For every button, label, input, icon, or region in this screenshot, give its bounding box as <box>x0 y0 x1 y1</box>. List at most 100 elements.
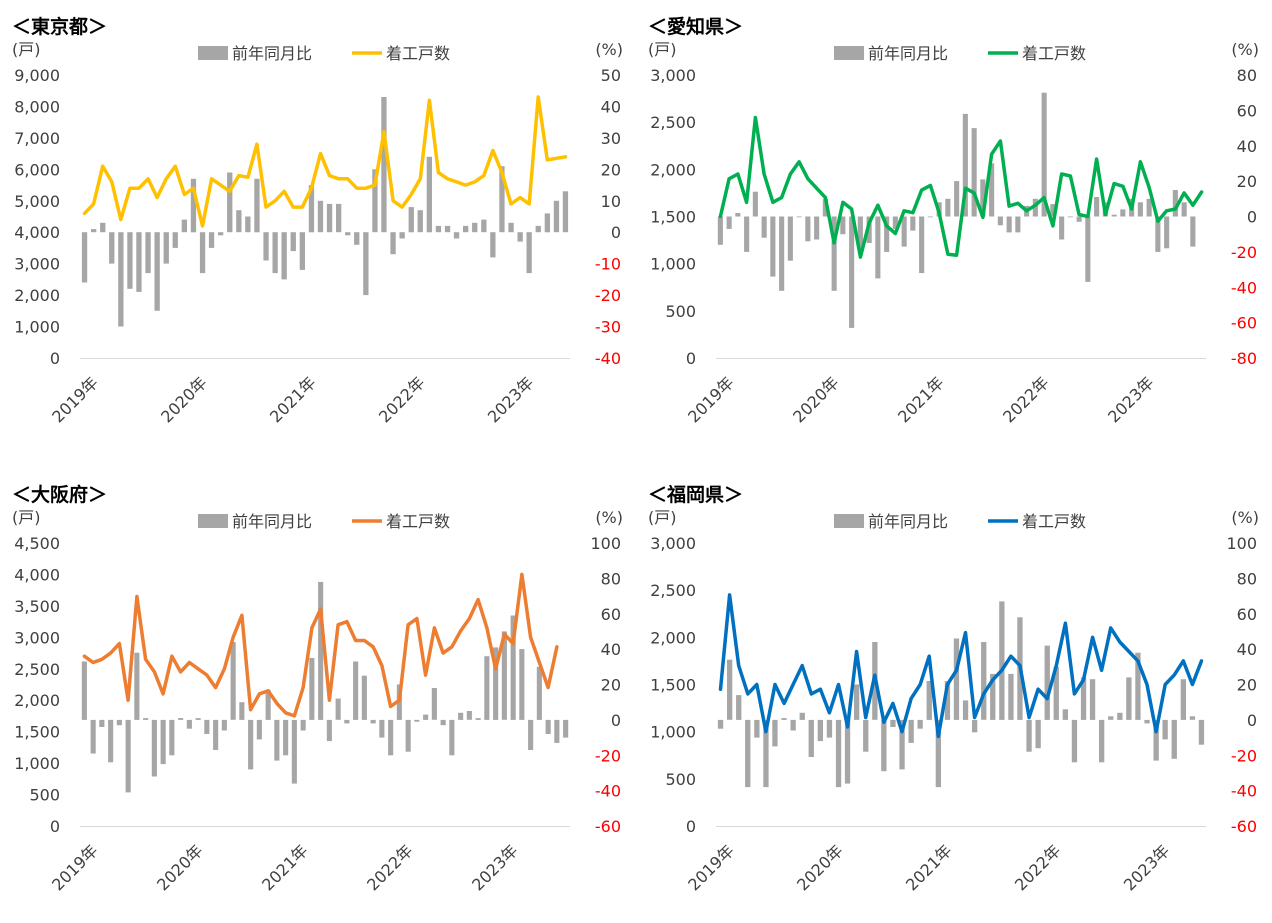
right-tick-label: -40 <box>595 782 621 801</box>
yoy-bar <box>763 719 769 788</box>
yoy-bar <box>440 719 446 726</box>
yoy-bar <box>458 712 464 720</box>
yoy-bar <box>971 128 977 217</box>
yoy-bar <box>1076 216 1082 222</box>
yoy-bar <box>717 719 724 729</box>
yoy-bar <box>508 222 514 233</box>
left-tick-label: 2,500 <box>650 581 696 600</box>
yoy-bar <box>204 719 210 734</box>
right-axis-unit: (%) <box>595 40 623 59</box>
yoy-bar <box>890 719 896 727</box>
yoy-bar <box>145 232 151 274</box>
right-tick-label: 80 <box>1237 569 1257 588</box>
left-tick-label: 3,000 <box>650 534 696 553</box>
yoy-bar <box>127 232 133 289</box>
yoy-bar <box>808 719 814 757</box>
yoy-bar <box>1120 209 1126 217</box>
yoy-bar <box>472 222 478 233</box>
left-tick-label: 9,000 <box>14 66 60 85</box>
legend-bar-label: 前年同月比 <box>868 512 948 531</box>
yoy-bar <box>1137 202 1143 217</box>
x-tick-label: 2022年 <box>1011 841 1065 895</box>
left-tick-label: 4,500 <box>14 534 60 553</box>
yoy-bar <box>99 719 105 727</box>
yoy-bar <box>997 216 1003 226</box>
yoy-bar <box>134 652 140 720</box>
yoy-bar <box>390 232 396 255</box>
yoy-bar <box>208 232 215 248</box>
yoy-bar <box>118 232 124 327</box>
yoy-bar <box>1180 679 1186 720</box>
yoy-bar <box>1089 679 1096 720</box>
yoy-bar <box>143 718 149 720</box>
right-axis-unit: (%) <box>1231 40 1259 59</box>
yoy-bar <box>1050 204 1056 217</box>
yoy-bar <box>1135 652 1141 720</box>
right-tick-label: -60 <box>1231 314 1257 333</box>
yoy-bar <box>528 719 534 750</box>
yoy-bar <box>372 169 378 233</box>
yoy-bar <box>1162 719 1168 740</box>
x-tick-label: 2021年 <box>266 373 320 427</box>
yoy-bar <box>236 210 242 233</box>
left-axis-unit: (戸) <box>12 40 41 59</box>
right-tick-label: -40 <box>595 349 621 368</box>
yoy-bar <box>935 719 941 788</box>
yoy-bar <box>449 719 455 756</box>
yoy-bar <box>318 581 324 720</box>
left-tick-label: 1,500 <box>650 676 696 695</box>
starts-line <box>718 593 1204 739</box>
yoy-bar <box>717 216 723 245</box>
yoy-bar <box>735 213 741 217</box>
yoy-bar <box>221 719 227 731</box>
yoy-bar <box>417 210 423 233</box>
yoy-bar <box>291 719 297 784</box>
legend-line-label: 着工戸数 <box>386 44 450 63</box>
x-tick-label: 2022年 <box>375 373 429 427</box>
yoy-bar <box>195 718 201 720</box>
yoy-bar <box>490 232 496 258</box>
yoy-bar <box>805 216 811 242</box>
yoy-bar <box>752 191 758 217</box>
yoy-bar <box>475 718 481 720</box>
yoy-bar <box>875 216 881 279</box>
yoy-bar <box>917 719 923 729</box>
yoy-bar <box>283 719 289 756</box>
yoy-bar <box>423 714 429 720</box>
yoy-bar <box>1117 712 1123 720</box>
yoy-bar <box>181 219 187 233</box>
chart-title: ＜東京都＞ <box>12 16 108 38</box>
right-tick-label: -60 <box>595 817 621 836</box>
yoy-bar <box>388 719 394 756</box>
left-tick-label: 500 <box>665 302 696 321</box>
left-tick-label: 2,500 <box>650 113 696 132</box>
yoy-bar <box>1071 719 1078 763</box>
yoy-bar <box>736 695 742 720</box>
yoy-bar <box>100 222 106 233</box>
yoy-bar <box>790 719 796 731</box>
x-tick-label: 2019年 <box>684 841 738 895</box>
chart-panel-aichi: ＜愛知県＞ (戸) (%) 前年同月比 着工戸数 0 500 1,000 1,500 2,000… <box>636 0 1272 455</box>
yoy-bar <box>772 719 778 747</box>
right-tick-label: 30 <box>601 129 621 148</box>
yoy-bar <box>1155 216 1161 252</box>
yoy-bar <box>309 658 315 720</box>
yoy-bar <box>1026 719 1032 752</box>
yoy-bar <box>186 719 192 729</box>
yoy-bar <box>1035 719 1041 749</box>
x-tick-label: 2023年 <box>1120 841 1174 895</box>
yoy-bar <box>274 719 280 761</box>
yoy-bar <box>363 232 369 296</box>
yoy-bar <box>1171 719 1177 759</box>
yoy-bar <box>499 166 505 233</box>
yoy-bar <box>962 113 968 217</box>
yoy-bar <box>980 179 986 217</box>
yoy-bar <box>901 216 907 247</box>
left-tick-label: 1,000 <box>650 723 696 742</box>
yoy-bar <box>353 661 359 720</box>
yoy-bar <box>399 232 405 239</box>
yoy-bar <box>108 719 114 763</box>
yoy-bar <box>919 216 925 274</box>
left-tick-label: 2,000 <box>650 628 696 647</box>
